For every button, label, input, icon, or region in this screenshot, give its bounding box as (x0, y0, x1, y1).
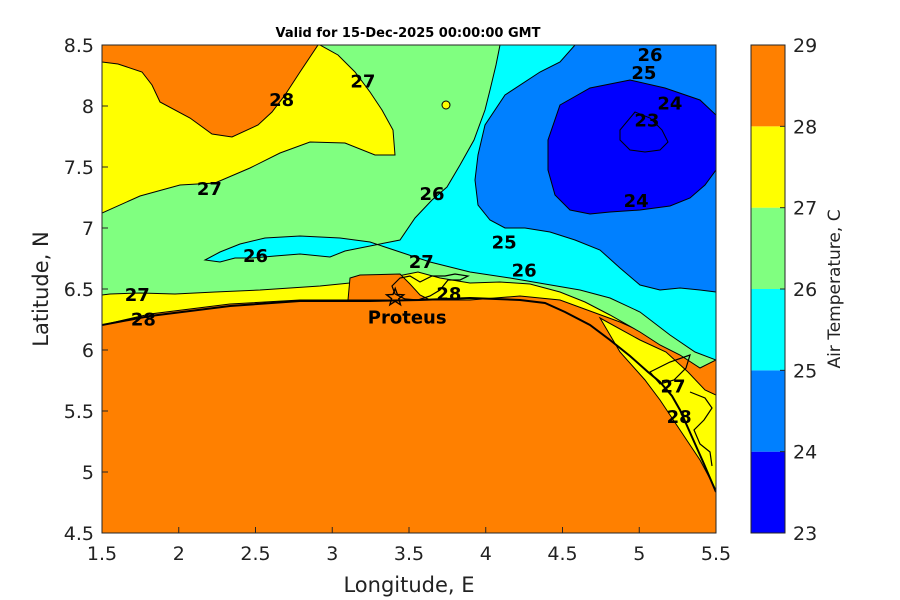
contour-label: 28 (436, 284, 461, 305)
contour-label: 28 (667, 407, 692, 428)
colorbar-tick-label: 24 (793, 442, 817, 464)
x-tick-label: 4 (480, 543, 492, 565)
y-tick-label: 5 (82, 462, 94, 484)
region-27-east-strip (598, 316, 716, 491)
y-tick-label: 7.5 (64, 157, 94, 179)
lagoon-outline (391, 273, 470, 301)
colorbar-tick-label: 29 (793, 35, 817, 57)
contour-label: 27 (350, 72, 375, 93)
colorbar-band (751, 289, 785, 371)
colorbar-band (751, 207, 785, 289)
contour-label: 26 (637, 45, 662, 66)
contour-label: 24 (624, 191, 649, 212)
x-tick-label: 2.5 (240, 543, 270, 565)
x-tick-label: 1.5 (87, 543, 117, 565)
colorbar-ticks: 23 24 25 26 27 28 29 (780, 35, 817, 545)
x-tick-label: 4.5 (547, 543, 577, 565)
contour-label: 26 (243, 246, 268, 267)
contour-label: 28 (269, 90, 294, 111)
y-tick-label: 8.5 (64, 35, 94, 57)
contour-label: 27 (409, 252, 434, 273)
contour-label: 27 (660, 377, 685, 398)
contour-label: 27 (125, 285, 150, 306)
contour-label: 26 (512, 261, 537, 282)
coastal-islands (649, 354, 713, 467)
chart-title: Valid for 15-Dec-2025 00:00:00 GMT (276, 26, 541, 41)
region-23 (547, 79, 716, 215)
x-tick-label: 3 (326, 543, 338, 565)
coastline (102, 296, 716, 493)
y-tick-label: 7 (82, 218, 94, 240)
proteus-site: Proteus (368, 286, 447, 329)
star-icon (384, 286, 406, 307)
colorbar-band (751, 126, 785, 208)
colorbar-tick-label: 27 (793, 198, 817, 220)
contour-label: 28 (131, 310, 156, 331)
y-tick-label: 8 (82, 96, 94, 118)
y-tick-label: 6.5 (64, 279, 94, 301)
region-28-north-blob (102, 45, 319, 138)
colorbar-band (751, 45, 785, 127)
y-tick-label: 4.5 (64, 523, 94, 545)
contour-label: 26 (419, 184, 444, 205)
contour-label: 24 (657, 94, 682, 115)
contour-label: 23 (634, 111, 659, 132)
x-axis-ticks: 1.5 2 2.5 3 3.5 4 4.5 5 5.5 (87, 527, 731, 565)
y-axis-label: Latitude, N (29, 231, 53, 347)
contour-label: 25 (631, 63, 656, 84)
y-tick-label: 5.5 (64, 401, 94, 423)
colorbar-band (751, 370, 785, 452)
contour-23-inner (619, 111, 669, 153)
x-tick-label: 3.5 (394, 543, 424, 565)
x-tick-label: 5.5 (701, 543, 731, 565)
colorbar-tick-label: 28 (793, 116, 817, 138)
colorbar-tick-label: 25 (793, 360, 817, 382)
y-axis-ticks: 4.5 5 5.5 6 6.5 7 7.5 8 8.5 (64, 35, 108, 545)
colorbar-label: Air Temperature, C (825, 209, 845, 368)
colorbar-tick-label: 26 (793, 279, 817, 301)
colorbar-band (751, 451, 785, 533)
warm-spot (441, 100, 451, 110)
colorbar (751, 45, 785, 533)
y-tick-label: 6 (82, 340, 94, 362)
x-axis-label: Longitude, E (343, 573, 474, 597)
contour-label: 25 (492, 233, 517, 254)
colorbar-tick-label: 23 (793, 523, 817, 545)
contour-label: 27 (197, 179, 222, 200)
map-plot-area (102, 45, 716, 533)
x-tick-label: 5 (633, 543, 645, 565)
x-tick-label: 2 (173, 543, 185, 565)
site-label: Proteus (368, 308, 447, 329)
